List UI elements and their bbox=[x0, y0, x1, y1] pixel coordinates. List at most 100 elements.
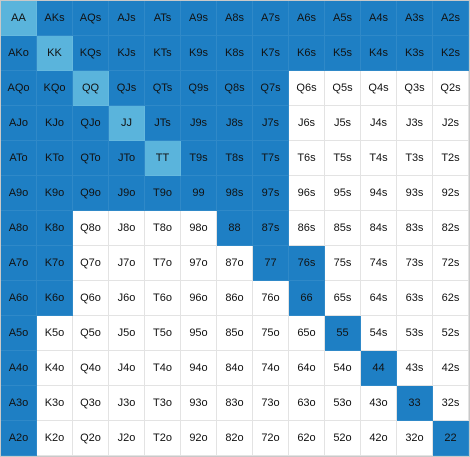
hand-cell-12-10[interactable]: 42o bbox=[361, 421, 397, 456]
hand-cell-0-0[interactable]: AA bbox=[1, 1, 37, 36]
hand-cell-10-2[interactable]: Q4o bbox=[73, 351, 109, 386]
hand-cell-3-6[interactable]: J8s bbox=[217, 106, 253, 141]
hand-cell-4-1[interactable]: KTo bbox=[37, 141, 73, 176]
hand-cell-0-2[interactable]: AQs bbox=[73, 1, 109, 36]
hand-cell-1-12[interactable]: K2s bbox=[433, 36, 469, 71]
hand-cell-4-3[interactable]: JTo bbox=[109, 141, 145, 176]
hand-cell-1-3[interactable]: KJs bbox=[109, 36, 145, 71]
hand-cell-10-9[interactable]: 54o bbox=[325, 351, 361, 386]
hand-cell-8-4[interactable]: T6o bbox=[145, 281, 181, 316]
hand-cell-8-1[interactable]: K6o bbox=[37, 281, 73, 316]
hand-cell-6-8[interactable]: 86s bbox=[289, 211, 325, 246]
hand-cell-6-5[interactable]: 98o bbox=[181, 211, 217, 246]
hand-cell-4-5[interactable]: T9s bbox=[181, 141, 217, 176]
hand-cell-1-9[interactable]: K5s bbox=[325, 36, 361, 71]
hand-cell-8-3[interactable]: J6o bbox=[109, 281, 145, 316]
hand-cell-2-4[interactable]: QTs bbox=[145, 71, 181, 106]
hand-cell-7-12[interactable]: 72s bbox=[433, 246, 469, 281]
hand-cell-3-10[interactable]: J4s bbox=[361, 106, 397, 141]
hand-cell-10-5[interactable]: 94o bbox=[181, 351, 217, 386]
hand-cell-11-7[interactable]: 73o bbox=[253, 386, 289, 421]
hand-cell-12-7[interactable]: 72o bbox=[253, 421, 289, 456]
hand-cell-10-12[interactable]: 42s bbox=[433, 351, 469, 386]
hand-cell-1-7[interactable]: K7s bbox=[253, 36, 289, 71]
hand-cell-2-3[interactable]: QJs bbox=[109, 71, 145, 106]
hand-cell-8-9[interactable]: 65s bbox=[325, 281, 361, 316]
hand-cell-5-5[interactable]: 99 bbox=[181, 176, 217, 211]
hand-cell-6-6[interactable]: 88 bbox=[217, 211, 253, 246]
hand-cell-7-7[interactable]: 77 bbox=[253, 246, 289, 281]
hand-cell-8-0[interactable]: A6o bbox=[1, 281, 37, 316]
hand-cell-6-11[interactable]: 83s bbox=[397, 211, 433, 246]
hand-cell-3-8[interactable]: J6s bbox=[289, 106, 325, 141]
hand-cell-3-2[interactable]: QJo bbox=[73, 106, 109, 141]
hand-cell-0-4[interactable]: ATs bbox=[145, 1, 181, 36]
hand-cell-1-2[interactable]: KQs bbox=[73, 36, 109, 71]
hand-cell-6-2[interactable]: Q8o bbox=[73, 211, 109, 246]
hand-cell-12-2[interactable]: Q2o bbox=[73, 421, 109, 456]
hand-cell-1-11[interactable]: K3s bbox=[397, 36, 433, 71]
hand-cell-4-9[interactable]: T5s bbox=[325, 141, 361, 176]
hand-cell-7-9[interactable]: 75s bbox=[325, 246, 361, 281]
hand-cell-9-9[interactable]: 55 bbox=[325, 316, 361, 351]
hand-cell-3-1[interactable]: KJo bbox=[37, 106, 73, 141]
hand-cell-3-3[interactable]: JJ bbox=[109, 106, 145, 141]
hand-cell-2-6[interactable]: Q8s bbox=[217, 71, 253, 106]
hand-cell-6-0[interactable]: A8o bbox=[1, 211, 37, 246]
hand-cell-2-7[interactable]: Q7s bbox=[253, 71, 289, 106]
hand-cell-6-7[interactable]: 87s bbox=[253, 211, 289, 246]
hand-cell-1-10[interactable]: K4s bbox=[361, 36, 397, 71]
hand-cell-9-5[interactable]: 95o bbox=[181, 316, 217, 351]
hand-cell-10-6[interactable]: 84o bbox=[217, 351, 253, 386]
hand-cell-7-0[interactable]: A7o bbox=[1, 246, 37, 281]
hand-cell-8-6[interactable]: 86o bbox=[217, 281, 253, 316]
hand-cell-1-1[interactable]: KK bbox=[37, 36, 73, 71]
hand-cell-10-10[interactable]: 44 bbox=[361, 351, 397, 386]
hand-cell-5-1[interactable]: K9o bbox=[37, 176, 73, 211]
hand-cell-11-9[interactable]: 53o bbox=[325, 386, 361, 421]
hand-cell-6-10[interactable]: 84s bbox=[361, 211, 397, 246]
hand-cell-10-1[interactable]: K4o bbox=[37, 351, 73, 386]
hand-cell-3-9[interactable]: J5s bbox=[325, 106, 361, 141]
hand-cell-7-10[interactable]: 74s bbox=[361, 246, 397, 281]
hand-cell-11-4[interactable]: T3o bbox=[145, 386, 181, 421]
hand-cell-4-8[interactable]: T6s bbox=[289, 141, 325, 176]
hand-cell-5-0[interactable]: A9o bbox=[1, 176, 37, 211]
hand-cell-3-7[interactable]: J7s bbox=[253, 106, 289, 141]
hand-cell-8-5[interactable]: 96o bbox=[181, 281, 217, 316]
hand-cell-12-4[interactable]: T2o bbox=[145, 421, 181, 456]
hand-cell-7-8[interactable]: 76s bbox=[289, 246, 325, 281]
hand-cell-6-12[interactable]: 82s bbox=[433, 211, 469, 246]
hand-cell-2-12[interactable]: Q2s bbox=[433, 71, 469, 106]
hand-cell-3-12[interactable]: J2s bbox=[433, 106, 469, 141]
hand-cell-6-4[interactable]: T8o bbox=[145, 211, 181, 246]
hand-cell-9-7[interactable]: 75o bbox=[253, 316, 289, 351]
hand-cell-2-10[interactable]: Q4s bbox=[361, 71, 397, 106]
hand-cell-10-8[interactable]: 64o bbox=[289, 351, 325, 386]
hand-cell-0-8[interactable]: A6s bbox=[289, 1, 325, 36]
hand-cell-9-4[interactable]: T5o bbox=[145, 316, 181, 351]
hand-cell-0-10[interactable]: A4s bbox=[361, 1, 397, 36]
hand-cell-3-0[interactable]: AJo bbox=[1, 106, 37, 141]
hand-cell-2-5[interactable]: Q9s bbox=[181, 71, 217, 106]
hand-cell-0-3[interactable]: AJs bbox=[109, 1, 145, 36]
hand-cell-11-10[interactable]: 43o bbox=[361, 386, 397, 421]
hand-cell-5-4[interactable]: T9o bbox=[145, 176, 181, 211]
hand-cell-4-0[interactable]: ATo bbox=[1, 141, 37, 176]
hand-cell-12-9[interactable]: 52o bbox=[325, 421, 361, 456]
hand-cell-8-12[interactable]: 62s bbox=[433, 281, 469, 316]
hand-cell-9-6[interactable]: 85o bbox=[217, 316, 253, 351]
hand-cell-11-0[interactable]: A3o bbox=[1, 386, 37, 421]
hand-cell-1-4[interactable]: KTs bbox=[145, 36, 181, 71]
hand-cell-0-11[interactable]: A3s bbox=[397, 1, 433, 36]
hand-cell-4-7[interactable]: T7s bbox=[253, 141, 289, 176]
hand-cell-12-12[interactable]: 22 bbox=[433, 421, 469, 456]
hand-cell-11-5[interactable]: 93o bbox=[181, 386, 217, 421]
hand-cell-3-4[interactable]: JTs bbox=[145, 106, 181, 141]
hand-cell-10-7[interactable]: 74o bbox=[253, 351, 289, 386]
hand-cell-5-2[interactable]: Q9o bbox=[73, 176, 109, 211]
hand-cell-5-7[interactable]: 97s bbox=[253, 176, 289, 211]
hand-cell-0-5[interactable]: A9s bbox=[181, 1, 217, 36]
hand-cell-4-11[interactable]: T3s bbox=[397, 141, 433, 176]
hand-cell-11-6[interactable]: 83o bbox=[217, 386, 253, 421]
